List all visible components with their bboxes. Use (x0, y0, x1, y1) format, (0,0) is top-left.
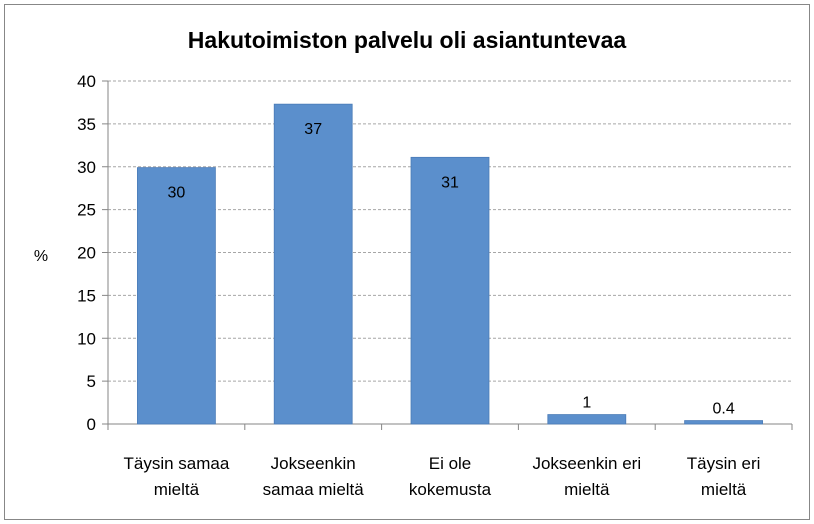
data-label-3: 31 (441, 174, 459, 191)
y-tick-label: 30 (77, 158, 96, 177)
x-category-label: Ei ole (429, 454, 472, 473)
y-tick-label: 20 (77, 244, 96, 263)
y-tick-label: 25 (77, 201, 96, 220)
y-axis-label: % (34, 248, 48, 265)
data-label-2: 37 (304, 121, 322, 138)
y-tick-label: 40 (77, 72, 96, 91)
bar-3 (410, 156, 490, 425)
x-category-label: mieltä (154, 480, 200, 499)
y-tick-label: 35 (77, 115, 96, 134)
y-tick-label: 10 (77, 329, 96, 348)
x-category-label: mieltä (701, 480, 747, 499)
chart-title: Hakutoimiston palvelu oli asiantuntevaa (188, 27, 627, 53)
x-category-label: samaa mieltä (263, 480, 365, 499)
x-category-label: Täysin eri (687, 454, 761, 473)
y-tick-label: 15 (77, 286, 96, 305)
data-label-1: 30 (168, 185, 186, 202)
bar-1 (137, 167, 216, 425)
x-category-label: Täysin samaa (123, 454, 229, 473)
bar-5 (684, 420, 763, 425)
data-label-4: 1 (582, 395, 591, 412)
x-category-label: Jokseenkin eri (532, 454, 641, 473)
bar-4 (547, 414, 627, 425)
y-tick-label: 5 (87, 372, 96, 391)
data-label-5: 0.4 (712, 401, 734, 418)
x-category-label: mieltä (564, 480, 610, 499)
y-tick-label: 0 (87, 415, 96, 434)
x-category-label: Jokseenkin (271, 454, 356, 473)
bar-2 (273, 103, 353, 425)
x-category-label: kokemusta (409, 480, 492, 499)
